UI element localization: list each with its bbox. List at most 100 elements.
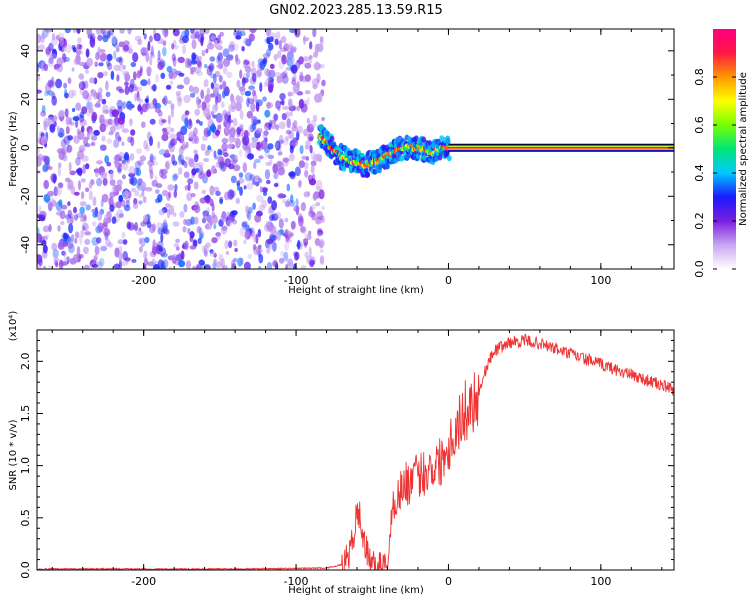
noise-blob bbox=[250, 115, 257, 121]
noise-blob bbox=[209, 185, 215, 196]
noise-blob bbox=[219, 84, 223, 90]
noise-blob bbox=[94, 167, 100, 178]
noise-blob bbox=[286, 57, 294, 67]
noise-blob bbox=[142, 214, 148, 223]
noise-blob bbox=[55, 78, 63, 89]
noise-blob bbox=[280, 36, 287, 44]
noise-blob bbox=[318, 92, 323, 103]
noise-blob bbox=[277, 151, 282, 157]
noise-blob bbox=[179, 134, 184, 141]
noise-blob bbox=[73, 191, 80, 196]
noise-blob bbox=[303, 191, 310, 198]
noise-blob bbox=[258, 244, 262, 250]
noise-blob bbox=[117, 239, 125, 245]
noise-blob bbox=[185, 141, 189, 149]
noise-blob bbox=[183, 218, 187, 226]
noise-blob bbox=[74, 231, 80, 239]
noise-blob bbox=[293, 120, 298, 128]
noise-blob bbox=[318, 189, 325, 200]
noise-blob bbox=[168, 141, 173, 149]
noise-blob bbox=[266, 261, 273, 269]
noise-blob bbox=[297, 239, 301, 250]
noise-blob bbox=[261, 199, 267, 208]
noise-blob bbox=[118, 89, 125, 94]
noise-blob bbox=[160, 72, 166, 80]
y-tick-label: 1.5 bbox=[19, 405, 32, 423]
y-tick-label: 40 bbox=[19, 44, 32, 58]
noise-blob bbox=[127, 136, 133, 143]
noise-blob bbox=[258, 266, 262, 269]
noise-blob bbox=[300, 226, 307, 234]
noise-blob bbox=[114, 44, 120, 49]
noise-blob bbox=[291, 139, 299, 147]
noise-blob bbox=[181, 30, 187, 41]
noise-blob bbox=[231, 210, 238, 216]
noise-blob bbox=[284, 229, 289, 239]
noise-blob bbox=[82, 90, 90, 100]
noise-blob bbox=[37, 227, 40, 236]
noise-blob bbox=[213, 252, 217, 258]
noise-blob bbox=[145, 187, 153, 192]
noise-blob bbox=[103, 29, 109, 36]
noise-blob bbox=[211, 211, 216, 219]
noise-blob bbox=[194, 108, 200, 116]
noise-blob bbox=[64, 214, 72, 220]
noise-blob bbox=[53, 186, 59, 196]
noise-blob bbox=[134, 86, 143, 92]
noise-blob bbox=[212, 114, 217, 119]
noise-blob bbox=[303, 128, 309, 137]
noise-blob bbox=[254, 181, 260, 187]
noise-blob bbox=[299, 71, 304, 82]
noise-blob bbox=[221, 101, 225, 108]
noise-blob bbox=[113, 64, 121, 72]
noise-blob bbox=[243, 261, 251, 269]
noise-blob bbox=[76, 50, 83, 56]
noise-blob bbox=[88, 190, 93, 201]
noise-blob bbox=[291, 122, 296, 127]
noise-blob bbox=[266, 68, 271, 79]
colorbar-gradient bbox=[713, 29, 736, 269]
noise-blob bbox=[131, 225, 138, 230]
noise-blob bbox=[241, 221, 247, 228]
noise-blob bbox=[286, 183, 291, 192]
noise-blob bbox=[173, 212, 177, 217]
noise-blob bbox=[318, 240, 324, 249]
x-tick-label: -200 bbox=[131, 274, 156, 287]
noise-blob bbox=[116, 208, 124, 219]
noise-blob bbox=[316, 210, 324, 220]
noise-blob bbox=[276, 160, 283, 167]
noise-blob bbox=[49, 60, 54, 64]
noise-blob bbox=[194, 66, 201, 74]
noise-blob bbox=[157, 259, 164, 269]
noise-blob bbox=[258, 253, 264, 264]
noise-blob bbox=[186, 192, 193, 202]
noise-blob bbox=[248, 206, 253, 214]
noise-blob bbox=[149, 136, 153, 147]
noise-blob bbox=[309, 145, 313, 154]
noise-blob bbox=[209, 124, 217, 132]
noise-blob bbox=[42, 265, 47, 269]
noise-blob bbox=[209, 250, 217, 257]
noise-blob bbox=[182, 44, 187, 55]
noise-blob bbox=[268, 36, 274, 42]
noise-blob bbox=[202, 211, 208, 222]
noise-blob bbox=[49, 123, 56, 133]
noise-blob bbox=[293, 72, 297, 83]
noise-blob bbox=[121, 160, 129, 171]
noise-blob bbox=[116, 99, 124, 110]
noise-blob bbox=[157, 61, 164, 71]
noise-blob bbox=[170, 103, 175, 111]
noise-blob bbox=[224, 125, 229, 135]
noise-blob bbox=[289, 29, 297, 34]
noise-blob bbox=[80, 81, 84, 89]
noise-blob bbox=[72, 135, 77, 141]
noise-blob bbox=[307, 174, 313, 182]
noise-blob bbox=[288, 171, 296, 177]
noise-blob bbox=[136, 230, 144, 236]
noise-blob bbox=[209, 220, 214, 226]
noise-blob bbox=[86, 131, 90, 141]
colorbar-tick-label: 0.2 bbox=[693, 212, 706, 230]
noise-blob bbox=[150, 45, 154, 57]
noise-blob bbox=[98, 48, 106, 54]
noise-blob bbox=[96, 177, 103, 187]
